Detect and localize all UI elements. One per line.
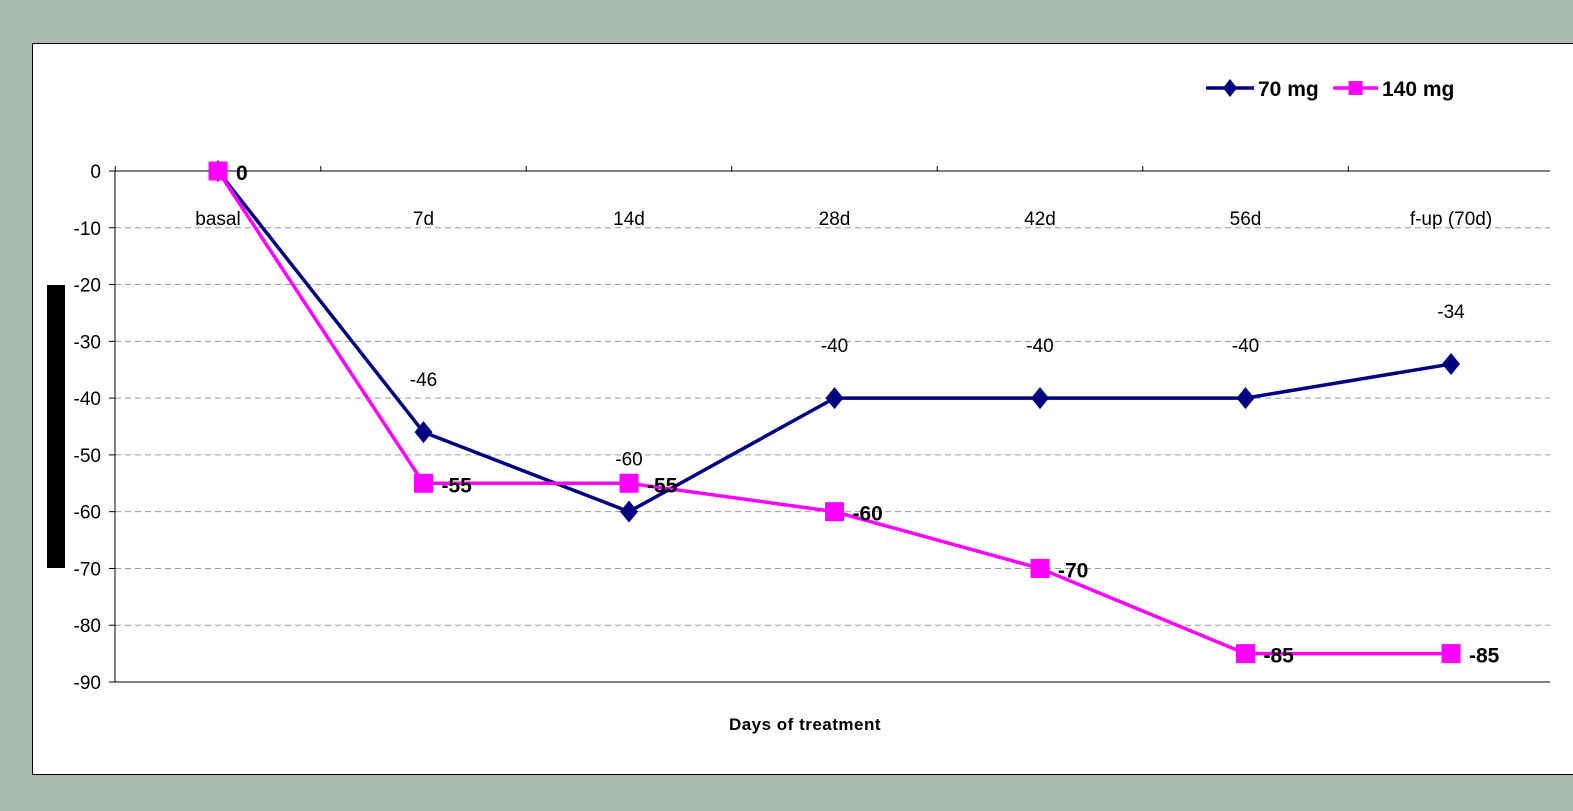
diamond-point bbox=[620, 500, 638, 523]
legend-marker bbox=[1223, 79, 1237, 97]
y-tick-label: -60 bbox=[74, 503, 101, 524]
x-tick-label: 28d bbox=[819, 209, 851, 230]
diamond-point bbox=[1236, 387, 1255, 410]
square-point bbox=[208, 161, 228, 181]
y-tick-label: -30 bbox=[74, 332, 101, 353]
y-tick-label: -80 bbox=[74, 616, 101, 637]
x-tick-label: basal bbox=[195, 209, 240, 230]
data-label: -70 bbox=[1058, 559, 1088, 582]
data-label: -55 bbox=[442, 474, 473, 497]
legend-marker bbox=[1348, 81, 1363, 95]
x-tick-label: 14d bbox=[613, 209, 645, 230]
y-tick-label: -20 bbox=[74, 276, 101, 297]
diamond-point bbox=[414, 421, 433, 444]
y-tick-label: -50 bbox=[74, 446, 101, 467]
data-label: -55 bbox=[647, 474, 678, 497]
data-label: 0 bbox=[236, 162, 248, 185]
y-tick-label: -40 bbox=[74, 389, 101, 410]
diamond-point bbox=[825, 387, 844, 410]
legend-label: 140 mg bbox=[1382, 78, 1454, 101]
square-point bbox=[1236, 644, 1255, 664]
gridlines bbox=[115, 227, 1550, 626]
series-line-140mg bbox=[216, 170, 1451, 656]
data-label: -40 bbox=[1232, 336, 1259, 357]
data-labels: -46-60-40 -40 -40-340-55 -55-60-70-85 -85 bbox=[236, 162, 1500, 668]
x-tick-label: 56d bbox=[1230, 209, 1262, 230]
square-point bbox=[619, 473, 639, 493]
data-label: -85 bbox=[1264, 645, 1295, 668]
y-tick-label: 0 bbox=[90, 162, 101, 183]
y-tick-label: -70 bbox=[74, 559, 101, 580]
diamond-point bbox=[1031, 387, 1049, 410]
diamond-point bbox=[1442, 353, 1460, 376]
legend: 70 mg 140 mg bbox=[1206, 78, 1454, 101]
data-label: -46 bbox=[410, 370, 437, 391]
y-tick-label: -10 bbox=[74, 219, 101, 240]
data-label: -60 bbox=[853, 503, 883, 526]
x-tick-label: f-up (70d) bbox=[1410, 209, 1492, 230]
data-label: -40 bbox=[1026, 336, 1053, 357]
series bbox=[208, 160, 1461, 664]
square-point bbox=[414, 473, 433, 493]
square-point bbox=[1030, 558, 1050, 578]
x-tick-label: 7d bbox=[413, 209, 434, 230]
x-tick-label: 42d bbox=[1024, 209, 1056, 230]
data-label: -60 bbox=[615, 450, 642, 471]
data-label: -40 bbox=[821, 336, 848, 357]
square-point bbox=[825, 502, 844, 522]
data-label: -85 bbox=[1469, 645, 1500, 668]
side-bar bbox=[47, 285, 65, 568]
legend-label: 70 mg bbox=[1258, 78, 1319, 101]
axes: 0 -10 -20 -30 -40 -50 -60 -70 -80 -90 basal 7d 14d 28… bbox=[74, 162, 1550, 694]
square-point bbox=[1441, 644, 1461, 664]
x-axis-title: Days of treatment bbox=[729, 715, 881, 734]
y-tick-label: -90 bbox=[74, 673, 101, 694]
data-label: -34 bbox=[1437, 302, 1465, 323]
